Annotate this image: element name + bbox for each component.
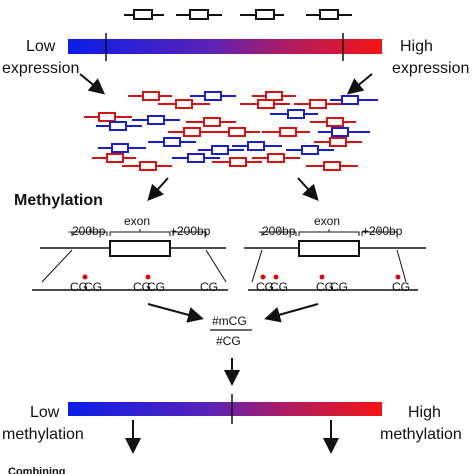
left-cg-site: CG [70,280,88,294]
footer-partial-text: Combining [8,466,66,474]
right-cg-site: CG [270,280,288,294]
arrow-cloud-to-right-gene [297,177,319,201]
left-cg-site: CG [200,280,218,294]
left-upstream-label: -200bp [68,224,106,238]
high-expression-label-1: High [400,38,433,55]
arrow-low-to-genes [79,73,106,95]
top-partial-genes [124,9,352,20]
high-methylation-label-2: methylation [380,426,462,443]
low-methylation-label-1: Low [30,404,60,421]
methylation-gradient-bar [68,402,382,416]
ratio-denominator: #CG [216,334,241,348]
right-gene-model [244,229,426,291]
arrow-right-gene-to-ratio [264,303,319,323]
arrow-cloud-to-left-gene [147,177,169,201]
left-downstream-label: +200bp [170,224,211,238]
left-cg-site: CG [84,280,102,294]
low-expression-label-1: Low [26,38,56,55]
right-cg-site: CG [256,280,274,294]
methylation-dots [82,274,401,280]
high-expression-label-2: expression [392,60,470,77]
methylation-title: Methylation [14,192,103,209]
low-expression-label-2: expression [2,60,80,77]
right-upstream-label: -200bp [258,224,296,238]
left-cg-site: CG [147,280,165,294]
right-cg-site: CG [330,280,348,294]
left-cg-site: CG [133,280,151,294]
right-downstream-label: +200bp [362,224,403,238]
right-cg-site: CG [316,280,334,294]
right-exon-label: exon [314,214,341,228]
arrow-high-to-genes [346,73,373,95]
left-exon-label: exon [124,214,151,228]
left-gene-model [32,229,228,291]
arrow-left-gene-to-ratio [147,303,204,323]
ratio-numerator: #mCG [212,314,247,328]
expression-gradient-bar [68,39,382,54]
right-cg-site: CG [392,280,410,294]
low-methylation-label-2: methylation [2,426,84,443]
gene-cloud [84,91,378,171]
high-methylation-label-1: High [408,404,441,421]
